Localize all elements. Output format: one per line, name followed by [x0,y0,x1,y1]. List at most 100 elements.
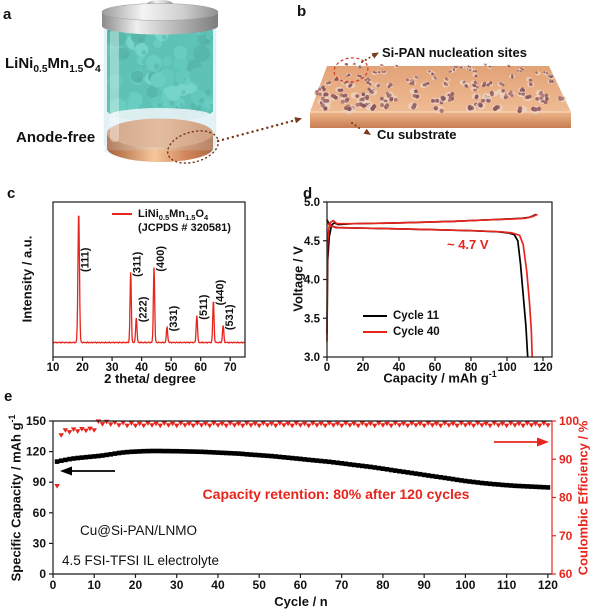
svg-text:30: 30 [106,362,119,374]
svg-text:(111): (111) [80,247,92,272]
cu-substrate-label: Cu substrate [377,127,457,142]
svg-text:90: 90 [417,578,431,592]
voltage-series [326,213,538,358]
slab-top-face [310,66,571,112]
separator [108,108,212,124]
svg-text:60: 60 [294,578,308,592]
capacity-arrow-left [60,466,72,476]
cycle40-label: Cycle 40 [393,326,440,338]
cycling-x-axis-label: Cycle / n [274,594,328,609]
svg-text:110: 110 [497,578,517,592]
svg-text:100: 100 [559,414,579,428]
cycle40-swatch [363,330,387,333]
nucleation-particles [313,62,567,114]
svg-text:10: 10 [88,578,102,592]
svg-text:10: 10 [47,362,60,374]
efficiency-points [54,419,551,489]
cycle11-label: Cycle 11 [393,310,440,322]
svg-text:(331): (331) [168,305,180,331]
cap-top [101,3,219,21]
svg-text:50: 50 [165,362,178,374]
svg-text:(311): (311) [132,251,144,276]
xrd-curve [53,215,245,344]
panel-letter-b: b [297,3,307,20]
svg-text:80: 80 [376,578,390,592]
svg-text:70: 70 [559,529,573,543]
svg-text:40: 40 [393,362,406,374]
svg-text:90: 90 [33,475,47,489]
xrd-axes: 10 20 30 40 50 60 70 [47,201,246,374]
cathode-particles [107,30,213,122]
cycle11-swatch [363,314,387,317]
panel-letter-a: a [3,6,12,23]
svg-text:60: 60 [33,506,47,520]
slab-illustration [310,52,571,135]
voltage-y-axis-label: Voltage / V [290,246,306,312]
nucleation-circle [333,57,369,83]
voltage-x-axis-label: Capacity / mAh g-1 [383,369,497,386]
voltage-legend: Cycle 11 Cycle 40 [363,310,440,342]
svg-text:(440): (440) [214,279,226,305]
xrd-legend-swatch [112,213,132,216]
xrd-x-axis-label: 2 theta/ degree [104,371,196,386]
glass-highlight [110,30,119,142]
slab-front-face [310,112,571,128]
svg-text:5.0: 5.0 [304,197,320,209]
svg-text:30: 30 [33,536,47,550]
dotted-arrow-substrate-head [363,128,371,135]
efficiency-arrow-right [537,437,549,447]
nucleation-sites-label: Si-PAN nucleation sites [382,45,527,60]
svg-text:50: 50 [253,578,267,592]
xrd-legend-jcpds: (JCPDS # 320581) [138,222,231,234]
panel-letter-c: c [7,185,16,202]
svg-text:60: 60 [429,362,442,374]
dotted-arrow-nucleation-head [371,52,379,59]
svg-text:80: 80 [465,362,478,374]
svg-text:4.5: 4.5 [304,236,321,248]
svg-text:40: 40 [135,362,148,374]
svg-text:60: 60 [194,362,207,374]
svg-text:0: 0 [39,567,46,581]
svg-text:150: 150 [26,414,46,428]
svg-text:20: 20 [357,362,370,374]
svg-text:3.0: 3.0 [304,352,320,364]
xrd-peak-labels: (111) (311) (222) (400) (331) (511) (440)(531) [80,246,236,332]
dotted-arrow-a-to-b [216,118,298,143]
cycling-axes: 0 10 20 30 40 50 60 70 80 90 100 110 120 0 30 60 90 120 15… [26,414,579,592]
xrd-legend-formula: LiNi0.5Mn1.5O4 [138,208,209,223]
svg-text:(222): (222) [137,296,149,322]
svg-text:90: 90 [559,452,573,466]
cycling-arrows [60,437,549,476]
svg-text:(400): (400) [155,246,167,272]
copper-disc-top [107,118,213,148]
capacity-retention-annotation: Capacity retention: 80% after 120 cycles [202,486,470,502]
svg-text:70: 70 [335,578,349,592]
svg-text:0: 0 [324,362,330,374]
panel-letter-d: d [303,185,313,202]
svg-text:120: 120 [26,445,46,459]
anode-free-label: Anode-free [16,129,96,146]
voltage-axes: 0 20 40 60 80 100 120 3.0 3.5 4.0 4.5 5.0 [304,197,553,374]
voltage-annotation: ~ 4.7 V [447,237,489,252]
dotted-arrow-a-head [294,117,302,124]
cathode-formula-label: LiNi0.5Mn1.5O4 [5,55,101,75]
svg-text:100: 100 [455,578,475,592]
electrolyte-label: 4.5 FSI-TFSI IL electrolyte [62,553,220,568]
svg-text:60: 60 [559,567,573,581]
svg-text:120: 120 [538,578,558,592]
series-cycle-40-discharge [326,222,534,358]
svg-text:0: 0 [50,578,57,592]
capacity-points [54,448,551,490]
svg-text:120: 120 [533,362,552,374]
svg-text:3.5: 3.5 [304,313,321,325]
svg-text:30: 30 [170,578,184,592]
svg-text:80: 80 [559,491,573,505]
svg-text:100: 100 [497,362,516,374]
svg-text:(511): (511) [198,294,210,319]
svg-text:20: 20 [76,362,89,374]
